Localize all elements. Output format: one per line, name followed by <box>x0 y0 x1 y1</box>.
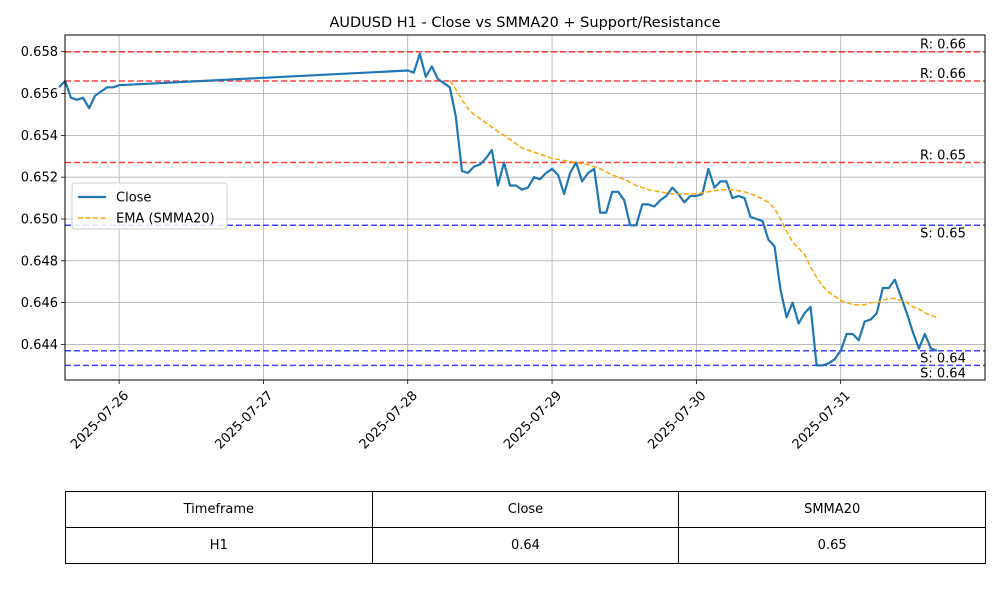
x-tick-label: 2025-07-29 <box>501 388 565 452</box>
support-label: S: 0.64 <box>920 352 966 367</box>
table-header-cell: SMMA20 <box>678 491 986 528</box>
support-label: S: 0.64 <box>920 366 966 381</box>
chart-title: AUDUSD H1 - Close vs SMMA20 + Support/Re… <box>329 15 720 31</box>
x-tick-label: 2025-07-30 <box>645 388 709 452</box>
y-tick-label: 0.648 <box>21 254 58 269</box>
y-tick-label: 0.650 <box>21 213 58 228</box>
table-cell: H1 <box>65 527 373 564</box>
x-tick-label: 2025-07-31 <box>790 388 854 452</box>
x-tick-label: 2025-07-28 <box>357 388 421 452</box>
support-label: S: 0.65 <box>920 226 966 241</box>
series-line-close <box>58 52 938 367</box>
table-cell: 0.64 <box>371 527 680 564</box>
table-cell: 0.65 <box>678 527 986 564</box>
series-line-smma20 <box>449 80 938 319</box>
resistance-label: R: 0.66 <box>920 67 966 82</box>
summary-table: Timeframe Close SMMA20 H1 0.64 0.65 <box>65 491 986 564</box>
legend-label: Close <box>116 191 151 206</box>
table-row: H1 0.64 0.65 <box>65 527 986 564</box>
y-tick-label: 0.646 <box>21 296 58 311</box>
series-lines <box>58 52 938 367</box>
y-tick-label: 0.656 <box>21 87 58 102</box>
legend: Close EMA (SMMA20) <box>71 182 228 230</box>
resistance-label: R: 0.66 <box>920 38 966 53</box>
resistance-label: R: 0.65 <box>920 149 966 164</box>
level-lines <box>65 50 985 367</box>
x-axis: 2025-07-26 2025-07-27 2025-07-28 2025-07-29… <box>68 380 854 452</box>
table-header-cell: Timeframe <box>65 491 373 528</box>
y-tick-label: 0.644 <box>21 338 58 353</box>
level-labels: R: 0.66 R: 0.66 R: 0.65 S: 0.65 S: 0.64S: 0.… <box>920 38 966 382</box>
x-tick-label: 2025-07-27 <box>212 388 276 452</box>
grid <box>65 35 985 380</box>
y-axis: 0.644 0.646 0.648 0.650 0.652 0.654 0.656 0.658 <box>21 45 65 353</box>
y-tick-label: 0.654 <box>21 129 58 144</box>
x-tick-label: 2025-07-26 <box>68 388 132 452</box>
table-header-row: Timeframe Close SMMA20 <box>65 491 986 528</box>
legend-label: EMA (SMMA20) <box>116 212 215 227</box>
legend-box <box>71 182 228 230</box>
plot-frame <box>64 34 986 381</box>
chart: AUDUSD H1 - Close vs SMMA20 + Support/Re… <box>21 15 986 452</box>
table-header-cell: Close <box>371 491 680 528</box>
y-tick-label: 0.658 <box>21 45 58 60</box>
y-tick-label: 0.652 <box>21 171 58 186</box>
